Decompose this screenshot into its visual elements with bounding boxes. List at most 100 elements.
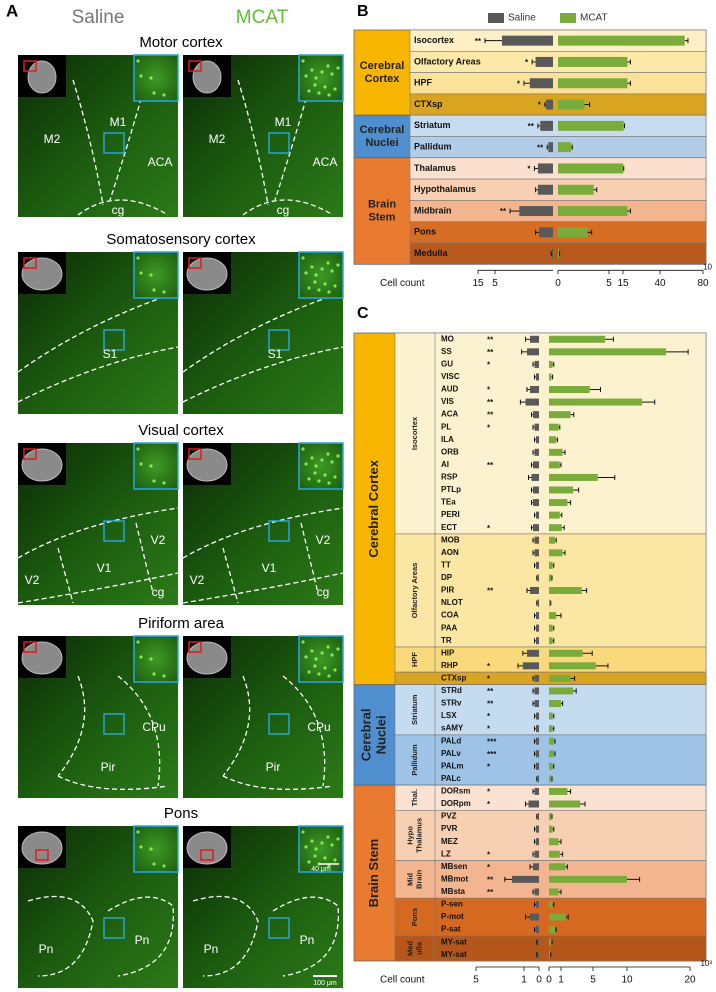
- bar: [549, 737, 554, 745]
- region-label: V2: [151, 533, 166, 547]
- bar: [536, 825, 539, 833]
- brain-thumbnail: [192, 60, 222, 94]
- bar: [531, 473, 539, 481]
- cell-dot: [307, 89, 311, 93]
- subgroup-label: Mid: [405, 872, 414, 885]
- brain-thumbnail: [186, 831, 228, 865]
- subgroup-label: Pons: [410, 908, 419, 926]
- group-label: Cortex: [365, 73, 401, 85]
- axis-multiplier: 10³: [700, 959, 712, 968]
- region-boundary: [222, 547, 239, 604]
- cell-dot: [304, 845, 308, 849]
- subgroup-label: Thal.: [410, 789, 419, 807]
- region-label: V1: [97, 561, 112, 575]
- cell-dot: [327, 481, 331, 485]
- roi-box: [268, 329, 290, 351]
- row-label: VISC: [441, 372, 460, 381]
- bar: [536, 612, 539, 620]
- bar: [527, 348, 539, 356]
- magnified-inset: [133, 825, 179, 873]
- region-label: M2: [44, 132, 61, 146]
- bar: [549, 787, 568, 795]
- bar: [549, 423, 559, 431]
- bar: [549, 875, 627, 883]
- cell-dot: [301, 59, 305, 63]
- bar: [536, 926, 539, 934]
- row-label: LSX: [441, 711, 457, 720]
- micrograph: CPu Pir: [18, 635, 179, 798]
- cell-dot: [323, 856, 327, 860]
- cell-dot: [149, 847, 153, 851]
- bar: [549, 436, 557, 444]
- row-label: TEa: [441, 498, 456, 507]
- significance: **: [487, 875, 494, 884]
- region-boundary: [17, 507, 179, 559]
- cell-dot: [317, 91, 321, 95]
- bar: [536, 373, 539, 381]
- bar: [549, 473, 598, 481]
- bar: [536, 838, 539, 846]
- group-label: Cerebral Cortex: [366, 459, 381, 557]
- row-label: AI: [441, 460, 449, 469]
- subgroup-label: Pallidum: [410, 744, 419, 776]
- bar: [549, 762, 553, 770]
- region-boundary: [242, 199, 334, 216]
- region-label: Pn: [204, 942, 219, 956]
- bar: [529, 78, 553, 89]
- region-boundary: [57, 675, 86, 777]
- micrograph: M2 M1 ACA cg: [183, 54, 344, 217]
- row-label: PAA: [441, 623, 458, 632]
- significance: **: [487, 398, 494, 407]
- bar: [549, 599, 551, 607]
- panel-label: C: [357, 305, 369, 322]
- region-label: M2: [209, 132, 226, 146]
- bar: [549, 649, 583, 657]
- bar: [549, 850, 560, 858]
- magnified-inset: [133, 442, 179, 490]
- cell-dot: [330, 653, 334, 657]
- row-label: ORB: [441, 447, 459, 456]
- region-label: Pn: [300, 933, 315, 947]
- significance: *: [487, 788, 491, 797]
- row-label: PL: [441, 422, 451, 431]
- region-boundary: [107, 896, 175, 977]
- bar: [549, 900, 553, 908]
- bar: [548, 142, 553, 153]
- cell-dot: [136, 830, 140, 834]
- cell-dot: [304, 655, 308, 659]
- x-tick-label: 1: [521, 975, 527, 986]
- region-label: M1: [110, 115, 127, 129]
- cell-dot: [310, 649, 314, 653]
- roi-box: [103, 132, 125, 154]
- bar: [519, 206, 553, 217]
- significance: *: [487, 361, 491, 370]
- row-label: PALc: [441, 774, 461, 783]
- cell-dot: [152, 288, 156, 292]
- bar: [536, 737, 539, 745]
- bar: [549, 813, 552, 821]
- cell-dot: [307, 477, 311, 481]
- group-label: Cerebral: [360, 60, 405, 72]
- cell-dot: [139, 462, 143, 466]
- row-label: MEZ: [441, 837, 458, 846]
- region-label: V2: [25, 573, 40, 587]
- magnified-inset: [133, 54, 179, 102]
- row-label: Midbrain: [414, 205, 452, 215]
- cell-dot: [320, 70, 324, 74]
- row-label: Pallidum: [414, 142, 452, 152]
- group-label: Cerebral: [358, 709, 373, 762]
- magnified-inset: [133, 251, 179, 299]
- bar: [549, 951, 551, 959]
- region-boundary: [282, 675, 326, 787]
- bar: [549, 386, 590, 394]
- cell-dot: [310, 839, 314, 843]
- cell-dot: [333, 475, 337, 479]
- region-boundary: [300, 522, 319, 594]
- cell-dot: [317, 862, 321, 866]
- brain-thumbnail-roi: [188, 257, 202, 269]
- bar: [534, 536, 539, 544]
- scale-bar-label: 100 μm: [313, 980, 337, 987]
- cell-dot: [149, 76, 153, 80]
- row-label: STRd: [441, 686, 462, 695]
- cell-dot: [314, 847, 318, 851]
